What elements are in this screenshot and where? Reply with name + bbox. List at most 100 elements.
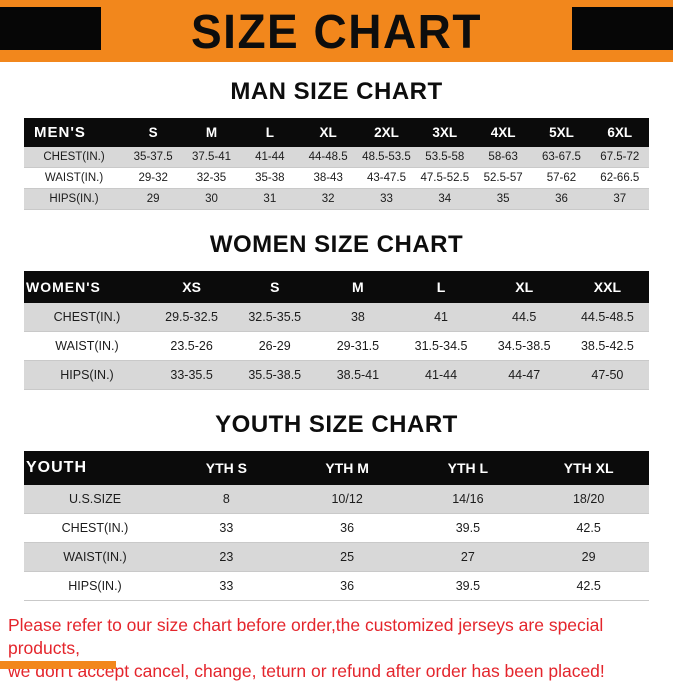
size-value: 62-66.5	[590, 167, 649, 189]
disclaimer-line-1: Please refer to our size chart before or…	[8, 615, 604, 659]
size-value: 38.5-42.5	[565, 331, 649, 361]
size-column-header: 3XL	[415, 118, 474, 147]
size-value: 14/16	[407, 485, 529, 514]
size-value: 37	[590, 188, 649, 210]
banner-corner-right-block	[572, 7, 673, 50]
page-title: SIZE CHART	[191, 3, 482, 59]
women-section: WOMEN SIZE CHART WOMEN'S XS S M L XL XXL CHEST(I…	[0, 231, 673, 390]
measurement-row: CHEST(IN.) 29.5-32.5 32.5-35.5 38 41 44.5 44.5…	[24, 303, 649, 332]
size-value: 38.5-41	[316, 360, 400, 390]
size-value: 34	[415, 188, 474, 210]
size-value: 32.5-35.5	[233, 303, 317, 332]
size-value: 36	[286, 513, 408, 543]
size-value: 29.5-32.5	[150, 303, 234, 332]
size-value: 47.5-52.5	[415, 167, 474, 189]
disclaimer-text: Please refer to our size chart before or…	[8, 614, 665, 683]
size-value: 25	[286, 542, 408, 572]
size-value: 44-48.5	[298, 147, 358, 168]
size-column-header: YTH XL	[528, 451, 649, 485]
row-label: U.S.SIZE	[24, 485, 166, 514]
table-title-cell: YOUTH	[24, 451, 166, 485]
size-value: 27	[407, 542, 529, 572]
size-column-header: XL	[298, 118, 358, 147]
size-value: 10/12	[286, 485, 408, 514]
size-value: 42.5	[528, 513, 649, 543]
size-value: 31.5-34.5	[399, 331, 483, 361]
size-value: 35.5-38.5	[233, 360, 317, 390]
measurement-row: CHEST(IN.) 33 36 39.5 42.5	[24, 513, 649, 543]
size-value: 44.5-48.5	[565, 303, 649, 332]
measurement-row: WAIST(IN.) 23.5-26 26-29 29-31.5 31.5-34.5 34…	[24, 331, 649, 361]
size-column-header: 5XL	[532, 118, 591, 147]
size-value: 29-32	[124, 167, 183, 189]
row-label: WAIST(IN.)	[24, 331, 150, 361]
size-value: 35-38	[240, 167, 299, 189]
size-value: 33	[166, 513, 287, 543]
size-chart-sections: MAN SIZE CHART MEN'S S M L XL 2XL 3XL 4XL 5XL 6XL C…	[0, 78, 673, 601]
size-value: 44-47	[482, 360, 566, 390]
size-value: 43-47.5	[357, 167, 416, 189]
size-value: 33-35.5	[150, 360, 234, 390]
size-column-header: YTH L	[407, 451, 529, 485]
size-value: 36	[286, 571, 408, 601]
size-column-header: L	[399, 271, 483, 303]
size-value: 8	[166, 485, 287, 514]
measurement-row: U.S.SIZE 8 10/12 14/16 18/20	[24, 485, 649, 514]
size-column-header: M	[182, 118, 241, 147]
measurement-row: WAIST(IN.) 29-32 32-35 35-38 38-43 43-47.5 47.…	[24, 167, 649, 189]
size-value: 29	[124, 188, 183, 210]
men-section: MAN SIZE CHART MEN'S S M L XL 2XL 3XL 4XL 5XL 6XL C…	[0, 78, 673, 210]
size-value: 41-44	[240, 147, 299, 168]
youth-section-heading: YOUTH SIZE CHART	[215, 411, 458, 438]
size-value: 30	[182, 188, 241, 210]
size-column-header: XS	[150, 271, 234, 303]
measurement-row: WAIST(IN.) 23 25 27 29	[24, 542, 649, 572]
size-value: 36	[532, 188, 591, 210]
men-size-table: MEN'S S M L XL 2XL 3XL 4XL 5XL 6XL CHEST(IN.) 35-37…	[24, 118, 649, 210]
size-value: 42.5	[528, 571, 649, 601]
banner-corner-left-block	[0, 7, 101, 50]
row-label: WAIST(IN.)	[24, 542, 166, 572]
size-value: 67.5-72	[590, 147, 649, 168]
table-title-cell: MEN'S	[24, 118, 124, 147]
size-column-header: YTH M	[286, 451, 408, 485]
size-value: 53.5-58	[415, 147, 474, 168]
men-section-heading: MAN SIZE CHART	[230, 78, 443, 105]
row-label: WAIST(IN.)	[24, 167, 124, 189]
size-value: 44.5	[482, 303, 566, 332]
size-column-header: M	[316, 271, 400, 303]
size-value: 48.5-53.5	[357, 147, 416, 168]
row-label: HIPS(IN.)	[24, 571, 166, 601]
size-column-header: 4XL	[473, 118, 533, 147]
size-value: 26-29	[233, 331, 317, 361]
row-label: HIPS(IN.)	[24, 360, 150, 390]
women-section-heading: WOMEN SIZE CHART	[209, 231, 464, 258]
measurement-row: CHEST(IN.) 35-37.5 37.5-41 41-44 44-48.5 48.5…	[24, 147, 649, 168]
row-label: CHEST(IN.)	[24, 147, 124, 168]
row-label: CHEST(IN.)	[24, 513, 166, 543]
size-value: 34.5-38.5	[482, 331, 566, 361]
size-value: 57-62	[532, 167, 591, 189]
size-column-header: L	[240, 118, 299, 147]
size-value: 29-31.5	[316, 331, 400, 361]
title-banner: SIZE CHART	[0, 0, 673, 62]
size-column-header: 6XL	[590, 118, 649, 147]
size-value: 63-67.5	[532, 147, 591, 168]
size-value: 31	[240, 188, 299, 210]
header-row: WOMEN'S XS S M L XL XXL	[24, 271, 649, 303]
youth-size-table: YOUTH YTH S YTH M YTH L YTH XL U.S.SIZE 8 10/12…	[24, 451, 649, 601]
youth-section: YOUTH SIZE CHART YOUTH YTH S YTH M YTH L YTH …	[0, 411, 673, 601]
size-value: 23.5-26	[150, 331, 234, 361]
header-row: YOUTH YTH S YTH M YTH L YTH XL	[24, 451, 649, 485]
bottom-left-accent-strip	[0, 661, 116, 669]
size-value: 32	[298, 188, 358, 210]
row-label: HIPS(IN.)	[24, 188, 124, 210]
size-value: 32-35	[182, 167, 241, 189]
header-row: MEN'S S M L XL 2XL 3XL 4XL 5XL 6XL	[24, 118, 649, 147]
size-column-header: XL	[482, 271, 566, 303]
row-label: CHEST(IN.)	[24, 303, 150, 332]
size-value: 58-63	[473, 147, 533, 168]
measurement-row: HIPS(IN.) 33-35.5 35.5-38.5 38.5-41 41-44 44-…	[24, 360, 649, 390]
size-value: 33	[166, 571, 287, 601]
